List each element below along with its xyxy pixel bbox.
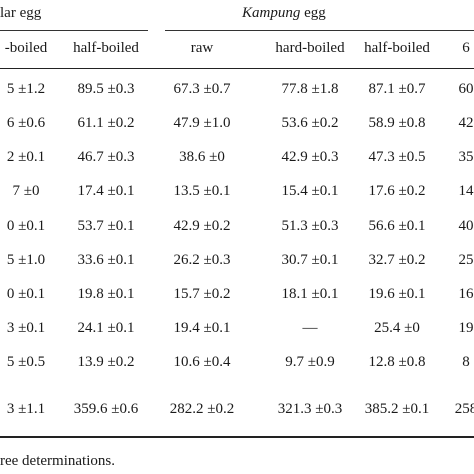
table-cell: 19.4 ±0.1 — [173, 320, 231, 336]
table-cell: 25 — [458, 252, 474, 268]
group-underline-regular — [0, 30, 148, 31]
table-cell: 3 ±1.1 — [6, 401, 46, 417]
table-cell: 67.3 ±0.7 — [173, 81, 231, 97]
table-cell: 40 — [458, 218, 474, 234]
table-cell: 87.1 ±0.7 — [368, 81, 426, 97]
table-cell: 5 ±1.0 — [6, 252, 46, 268]
table-cell: 38.6 ±0 — [179, 149, 225, 165]
table-cell: 24.1 ±0.1 — [77, 320, 135, 336]
table-cell: 9.7 ±0.9 — [285, 354, 335, 370]
group-header-kampung-label: egg — [300, 5, 326, 21]
table-cell: 56.6 ±0.1 — [368, 218, 426, 234]
column-header: half-boiled — [73, 40, 139, 56]
table-cell: 7 ±0 — [12, 183, 40, 199]
group-header-regular: lar egg — [0, 6, 41, 21]
table-cell: 58.9 ±0.8 — [368, 115, 426, 131]
table-cell: 12.8 ±0.8 — [368, 354, 426, 370]
table-cell: 46.7 ±0.3 — [77, 149, 135, 165]
table-cell: 16 — [458, 286, 474, 302]
table-bottom-rule — [0, 436, 474, 438]
table-cell: 61.1 ±0.2 — [77, 115, 135, 131]
table-cell: 10.6 ±0.4 — [173, 354, 231, 370]
table-cell: 282.2 ±0.2 — [169, 401, 235, 417]
table-cell: 17.6 ±0.2 — [368, 183, 426, 199]
table-cell: 42.9 ±0.3 — [281, 149, 339, 165]
table-cell: 33.6 ±0.1 — [77, 252, 135, 268]
table-cell: 6 ±0.6 — [6, 115, 46, 131]
table-cell: 321.3 ±0.3 — [277, 401, 343, 417]
table-cell: 25.4 ±0 — [374, 320, 420, 336]
table-cell: 258 — [454, 401, 474, 417]
table-cell: 2 ±0.1 — [6, 149, 46, 165]
table-cell: 5 ±1.2 — [6, 81, 46, 97]
table-cell: 53.7 ±0.1 — [77, 218, 135, 234]
table-cell: 0 ±0.1 — [6, 286, 46, 302]
table-cell: 42 — [458, 115, 474, 131]
table-cell: 30.7 ±0.1 — [281, 252, 339, 268]
column-header: 6 — [462, 40, 470, 56]
column-header: raw — [190, 40, 214, 56]
table-cell: 17.4 ±0.1 — [77, 183, 135, 199]
table-cell: 385.2 ±0.1 — [364, 401, 430, 417]
column-header: hard-boiled — [275, 40, 345, 56]
group-header-kampung-italic: Kampung — [242, 5, 301, 21]
table-cell: 0 ±0.1 — [6, 218, 46, 234]
table-cell: 60 — [458, 81, 474, 97]
table-cell: — — [302, 320, 318, 336]
table-cell: 15.7 ±0.2 — [173, 286, 231, 302]
table-cell: 26.2 ±0.3 — [173, 252, 231, 268]
table-cell: 42.9 ±0.2 — [173, 218, 231, 234]
table-cell: 18.1 ±0.1 — [281, 286, 339, 302]
table-cell: 13.5 ±0.1 — [173, 183, 231, 199]
table-cell: 19.6 ±0.1 — [368, 286, 426, 302]
table-cell: 19.8 ±0.1 — [77, 286, 135, 302]
table-cell: 19 — [458, 320, 474, 336]
table-cell: 13.9 ±0.2 — [77, 354, 135, 370]
group-underline-kampung — [165, 30, 474, 31]
group-header-kampung: Kampung egg — [242, 6, 326, 21]
table-cell: 3 ±0.1 — [6, 320, 46, 336]
table-cell: 53.6 ±0.2 — [281, 115, 339, 131]
table-cell: 47.9 ±1.0 — [173, 115, 231, 131]
table-cell: 47.3 ±0.5 — [368, 149, 426, 165]
group-header-regular-label: lar egg — [0, 5, 42, 21]
table-cell: 32.7 ±0.2 — [368, 252, 426, 268]
column-header: half-boiled — [364, 40, 430, 56]
table-cell: 35 — [458, 149, 474, 165]
table-cell: 89.5 ±0.3 — [77, 81, 135, 97]
table-cell: 51.3 ±0.3 — [281, 218, 339, 234]
table-cell: 77.8 ±1.8 — [281, 81, 339, 97]
column-header: -boiled — [4, 40, 48, 56]
header-bottom-rule — [0, 68, 474, 69]
table-cell: 14 — [458, 183, 474, 199]
table-footnote: ree determinations. — [0, 453, 115, 469]
table-cell: 8 — [462, 354, 470, 370]
table-cell: 359.6 ±0.6 — [73, 401, 139, 417]
table-cell: 5 ±0.5 — [6, 354, 46, 370]
table-cell: 15.4 ±0.1 — [281, 183, 339, 199]
